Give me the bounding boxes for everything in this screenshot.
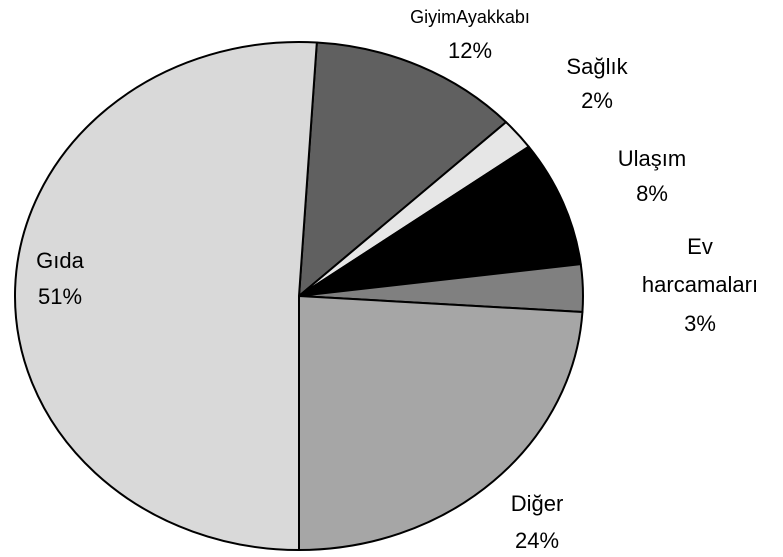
slice-value-label: 3%	[684, 311, 716, 336]
slice-value-label: 2%	[581, 88, 613, 113]
slice-label: Gıda	[36, 248, 84, 273]
slice-value-label: 51%	[38, 284, 82, 309]
pie-slice	[298, 295, 584, 551]
slice-label: Ulaşım	[618, 146, 686, 171]
slice-value-label: 24%	[515, 528, 559, 553]
slice-label: GiyimAyakkabı	[410, 7, 530, 27]
pie-slice	[298, 41, 508, 297]
slice-label: Sağlık	[566, 54, 628, 79]
pie-slice	[298, 145, 582, 297]
slice-label: Diğer	[511, 491, 564, 516]
slice-label: Ev harcamaları	[642, 234, 758, 297]
slice-value-label: 12%	[448, 38, 492, 63]
slice-value-label: 8%	[636, 181, 668, 206]
pie-slice	[14, 41, 318, 551]
